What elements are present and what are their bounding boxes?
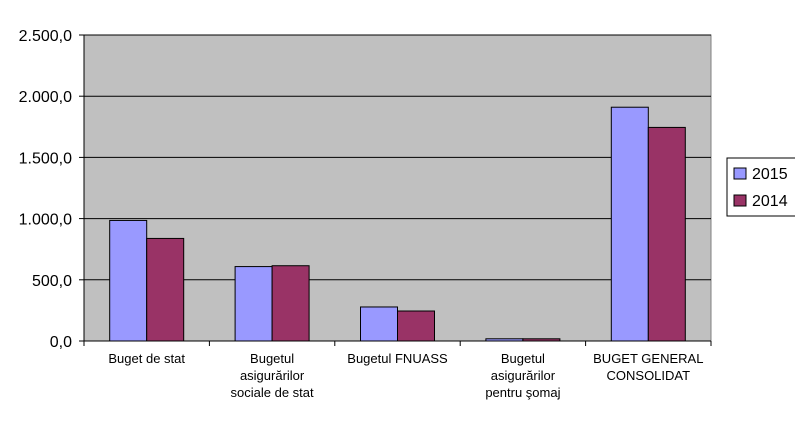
x-category-label-line: asigurărilor	[491, 368, 556, 383]
x-category-label: Bugetul asigurărilor sociale de stat	[231, 351, 314, 400]
legend-label-2015: 2015	[752, 166, 788, 183]
x-category-label: Buget de stat	[108, 351, 185, 366]
y-tick-label: 0,0	[50, 334, 72, 351]
x-category-label-line: BUGET GENERAL	[593, 351, 703, 366]
plot-area	[83, 34, 712, 342]
y-tick-label: 1.500,0	[19, 150, 72, 167]
legend-label-2014: 2014	[752, 193, 788, 210]
y-tick-label: 2.000,0	[19, 89, 72, 106]
x-category-label-line: CONSOLIDAT	[607, 368, 691, 383]
x-category-label-line: Buget de stat	[108, 351, 185, 366]
bars	[109, 106, 686, 342]
bar-2015-0	[109, 219, 148, 342]
x-category-label-line: Bugetul FNUASS	[347, 351, 448, 366]
legend-swatch-2015	[733, 167, 747, 180]
y-tick-label: 500,0	[32, 273, 72, 290]
bar-2015-2	[360, 306, 398, 342]
bar-2015-4	[610, 106, 649, 342]
x-category-label-line: sociale de stat	[231, 385, 314, 400]
bar-2015-1	[234, 266, 273, 342]
bar-2014-2	[397, 310, 435, 342]
legend: 2015 2014	[726, 157, 795, 217]
x-category-label-line: Bugetul	[250, 351, 294, 366]
x-category-label: BUGET GENERAL CONSOLIDAT	[593, 351, 703, 383]
y-tick-label: 2.500,0	[19, 28, 72, 45]
x-axis: Buget de stat Bugetul asigurărilor sociale …	[83, 340, 712, 400]
gridlines	[84, 34, 711, 281]
bar-2014-1	[271, 265, 310, 342]
x-category-label-line: Bugetul	[501, 351, 545, 366]
x-category-label-line: asigurărilor	[240, 368, 305, 383]
x-category-label: Bugetul FNUASS	[347, 351, 448, 366]
legend-swatch-2014	[733, 194, 747, 207]
bar-2014-0	[146, 237, 185, 342]
y-tick-label: 1.000,0	[19, 212, 72, 229]
x-category-label: Bugetul asigurărilor pentru şomaj	[485, 351, 560, 400]
bar-2014-4	[647, 126, 686, 342]
x-category-label-line: pentru şomaj	[485, 385, 560, 400]
y-axis: 0,0 500,0 1.000,0 1.500,0 2.000,0 2.500,0	[19, 28, 85, 351]
